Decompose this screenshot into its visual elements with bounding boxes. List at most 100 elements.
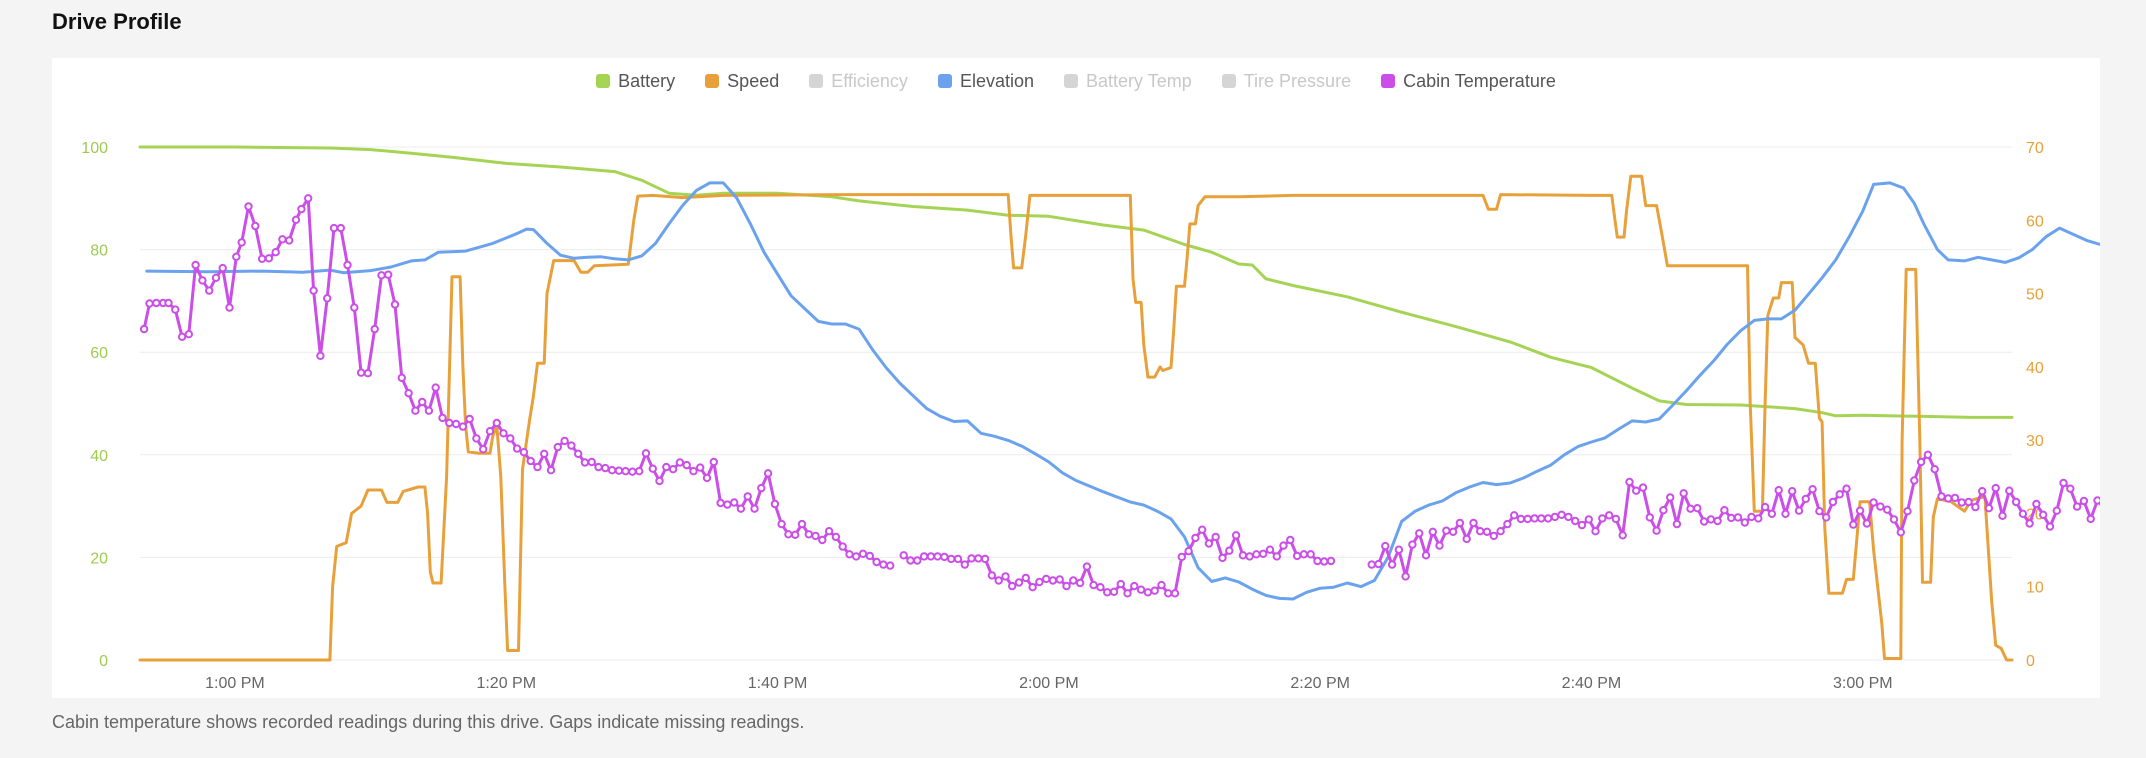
data-point <box>1774 486 1783 495</box>
legend-item-elevation[interactable]: Elevation <box>937 71 1034 92</box>
data-point <box>1727 513 1736 523</box>
data-point <box>953 554 963 564</box>
data-point <box>1537 514 1546 523</box>
data-point <box>1896 528 1906 537</box>
data-point <box>831 532 841 542</box>
legend-swatch <box>1381 74 1396 88</box>
data-point <box>1286 535 1295 545</box>
legend-swatch <box>1221 74 1236 88</box>
data-point <box>184 330 194 339</box>
legend-item-speed[interactable]: Speed <box>705 71 779 92</box>
data-point <box>278 235 287 244</box>
data-point <box>628 467 637 476</box>
data-point <box>1252 550 1261 559</box>
data-point <box>177 332 187 341</box>
data-point <box>648 464 657 473</box>
data-point <box>865 551 874 561</box>
data-point <box>472 434 481 443</box>
data-point <box>152 298 161 308</box>
series-line-cabin-temperature <box>142 196 892 568</box>
data-point <box>397 373 406 382</box>
legend-item-cabin-temperature[interactable]: Cabin Temperature <box>1381 71 1556 92</box>
data-point <box>879 560 888 569</box>
data-point <box>237 238 246 247</box>
data-point <box>1476 527 1485 536</box>
data-point <box>1855 506 1865 515</box>
y-right-tick-label: 50 <box>2026 287 2044 304</box>
data-point <box>1903 507 1912 516</box>
data-point <box>1455 518 1465 528</box>
data-point <box>251 221 260 231</box>
data-point <box>512 444 522 453</box>
data-point <box>370 324 379 334</box>
data-point <box>1245 552 1254 561</box>
data-point <box>1618 531 1627 540</box>
data-point <box>1259 549 1268 558</box>
y-left-tick-label: 20 <box>90 550 108 567</box>
legend-item-battery-temp[interactable]: Battery Temp <box>1064 71 1192 92</box>
data-point <box>1143 588 1153 597</box>
data-point <box>818 535 827 545</box>
data-point <box>1584 515 1594 524</box>
data-point <box>1679 489 1688 498</box>
data-point <box>1313 556 1322 566</box>
y-left-tick-label: 80 <box>90 243 108 260</box>
data-point <box>1815 507 1824 516</box>
data-point <box>1781 509 1790 518</box>
data-point <box>1957 498 1967 507</box>
data-point <box>1849 520 1858 529</box>
data-point <box>641 449 651 458</box>
data-point <box>291 215 301 225</box>
data-point <box>777 519 786 529</box>
chart-note: Cabin temperature shows recorded reading… <box>52 712 805 732</box>
data-point <box>499 429 508 438</box>
data-point <box>906 556 915 565</box>
data-point <box>1109 587 1119 596</box>
data-point <box>919 552 929 561</box>
data-point <box>899 551 908 560</box>
data-point <box>323 294 332 303</box>
data-point <box>1869 498 1878 507</box>
x-tick-label: 2:20 PM <box>1290 675 1350 692</box>
data-point <box>424 406 434 415</box>
data-point <box>1767 509 1777 518</box>
data-point <box>506 434 515 443</box>
data-point <box>635 467 644 476</box>
data-point <box>139 324 149 334</box>
data-point <box>1272 552 1282 561</box>
data-point <box>784 530 793 539</box>
y-right-tick-label: 10 <box>2026 580 2044 597</box>
data-point <box>1788 487 1797 496</box>
data-point <box>1231 531 1241 540</box>
data-point <box>560 436 569 446</box>
data-point <box>257 254 267 264</box>
data-point <box>655 476 664 486</box>
legend-item-tire-pressure[interactable]: Tire Pressure <box>1221 71 1351 92</box>
data-point <box>1150 586 1159 595</box>
data-point <box>662 462 671 472</box>
data-point <box>1062 581 1071 591</box>
data-point <box>1211 532 1220 542</box>
data-point <box>492 418 501 428</box>
data-point <box>1699 517 1709 526</box>
data-point <box>2018 509 2028 518</box>
data-point <box>723 500 732 509</box>
data-point <box>390 300 400 309</box>
x-tick-label: 2:00 PM <box>1019 675 1079 692</box>
data-point <box>1421 551 1431 560</box>
data-point <box>1482 527 1492 536</box>
data-point <box>1198 525 1207 534</box>
x-tick-label: 1:20 PM <box>476 675 536 692</box>
data-point <box>736 504 746 513</box>
data-point <box>2059 478 2068 488</box>
legend-item-battery[interactable]: Battery <box>596 71 675 92</box>
data-point <box>1292 551 1302 561</box>
data-point <box>1489 531 1499 541</box>
legend-label: Battery <box>618 70 676 91</box>
data-point <box>1713 516 1722 526</box>
data-point <box>1971 502 1980 512</box>
legend-item-efficiency[interactable]: Efficiency <box>809 71 908 92</box>
data-point <box>926 552 936 561</box>
data-point <box>845 550 854 559</box>
data-point <box>1225 546 1234 555</box>
